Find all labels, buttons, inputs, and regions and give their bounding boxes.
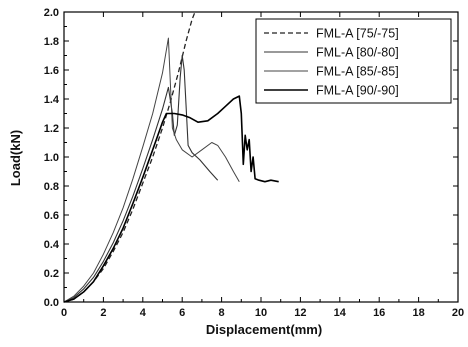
x-tick-label: 12 bbox=[294, 307, 306, 319]
y-tick-label: 1.0 bbox=[44, 152, 59, 164]
y-tick-label: 1.6 bbox=[44, 65, 59, 77]
y-tick-label: 0.2 bbox=[44, 268, 59, 280]
series-line-3 bbox=[63, 37, 240, 303]
x-tick-label: 10 bbox=[255, 307, 267, 319]
x-tick-label: 8 bbox=[219, 307, 225, 319]
legend-label-3: FML-A [85/-85] bbox=[316, 65, 399, 79]
x-tick-label: 4 bbox=[140, 307, 147, 319]
series-line-2 bbox=[63, 54, 219, 303]
x-tick-label: 16 bbox=[373, 307, 385, 319]
y-tick-label: 1.4 bbox=[44, 94, 60, 106]
y-tick-label: 2.0 bbox=[44, 7, 59, 19]
legend-label-2: FML-A [80/-80] bbox=[316, 46, 399, 60]
y-axis-title: Load(kN) bbox=[8, 130, 23, 186]
y-tick-label: 0.8 bbox=[44, 181, 59, 193]
plot-area: 0 2 4 6 8 10 12 14 16 18 20 0.0 0.2 0.4 0.6 0.8 1.0 1.2 1.… bbox=[44, 7, 464, 319]
legend-label-4: FML-A [90/-90] bbox=[316, 84, 399, 98]
x-axis-title: Displacement(mm) bbox=[206, 322, 322, 337]
y-tick-label: 1.8 bbox=[44, 36, 59, 48]
y-tick-label: 0.0 bbox=[44, 297, 59, 309]
legend: FML-A [75/-75] FML-A [80/-80] FML-A [85/-8… bbox=[255, 18, 452, 104]
y-tick-label: 0.6 bbox=[44, 210, 59, 222]
x-tick-label: 0 bbox=[61, 307, 67, 319]
series-line-4 bbox=[63, 95, 279, 303]
x-tick-label: 6 bbox=[179, 307, 185, 319]
y-tick-label: 0.4 bbox=[44, 239, 60, 251]
x-tick-label: 2 bbox=[100, 307, 106, 319]
x-tick-label: 18 bbox=[412, 307, 424, 319]
x-tick-label: 14 bbox=[334, 307, 347, 319]
x-tick-label: 20 bbox=[452, 307, 464, 319]
legend-label-1: FML-A [75/-75] bbox=[316, 27, 399, 41]
y-tick-label: 1.2 bbox=[44, 123, 59, 135]
series-line-1 bbox=[63, 11, 196, 303]
